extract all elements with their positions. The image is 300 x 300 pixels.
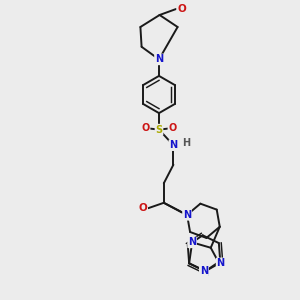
- Text: N: N: [200, 266, 208, 276]
- Text: N: N: [169, 140, 178, 150]
- Text: N: N: [217, 258, 225, 268]
- Text: N: N: [183, 210, 191, 220]
- Text: O: O: [141, 123, 150, 133]
- Text: H: H: [182, 138, 190, 148]
- Text: N: N: [155, 54, 163, 64]
- Text: O: O: [177, 4, 186, 14]
- Text: O: O: [138, 203, 147, 213]
- Text: N: N: [188, 237, 196, 248]
- Text: N: N: [200, 268, 208, 278]
- Text: O: O: [168, 123, 177, 133]
- Text: S: S: [155, 124, 163, 135]
